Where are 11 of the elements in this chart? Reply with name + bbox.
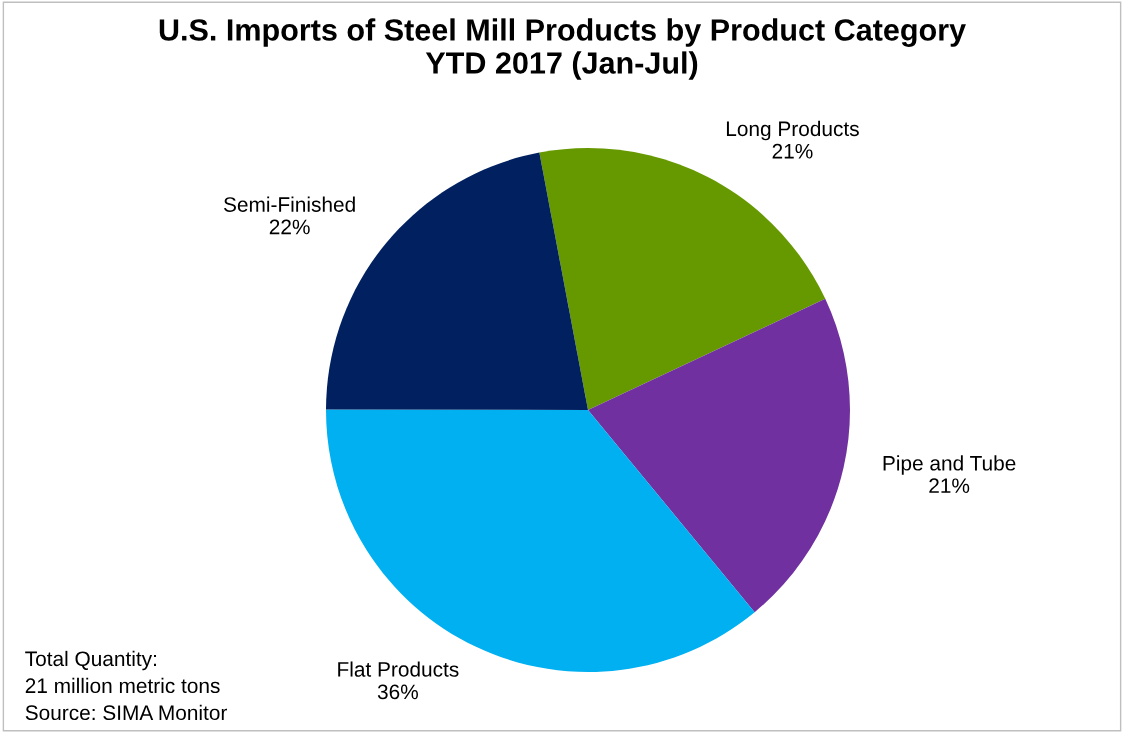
slice-label: Flat Products [338, 661, 459, 677]
data-label: 36% [377, 684, 418, 700]
text: Total Quantity: 21 million metric tons Source: SIMA Monitor [25, 650, 228, 721]
slice-label: Semi-Finished [223, 196, 355, 212]
data-label: 22% [269, 219, 310, 235]
pie-slice [588, 298, 850, 613]
slice-label: Pipe and Tube [883, 455, 1016, 475]
data-label: 21% [929, 478, 970, 493]
slice-label: Long Products [726, 120, 859, 141]
data-label: 21% [772, 143, 813, 159]
chart-title: U.S. Imports of Steel Mill Products by Product Category YTD 2017 (Jan-Jul) [159, 18, 966, 80]
